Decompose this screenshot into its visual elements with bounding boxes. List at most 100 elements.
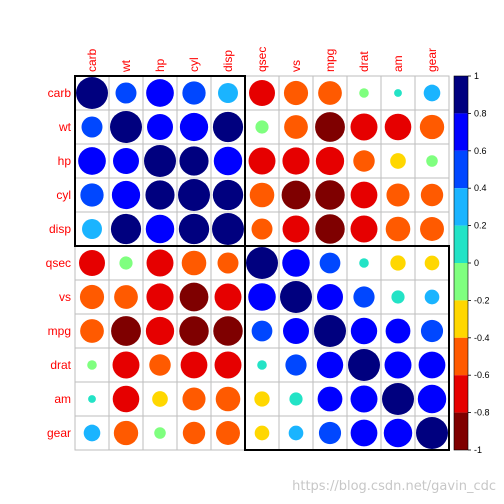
corr-circle-carb-qsec (249, 80, 275, 106)
corr-circle-disp-mpg (315, 214, 345, 244)
col-label-vs: vs (289, 60, 303, 72)
colorbar-tick-label: 0.4 (474, 183, 487, 193)
watermark-text: https://blog.csdn.net/gavin_cdc (292, 479, 496, 494)
circle-layer (76, 77, 448, 449)
col-label-wt: wt (119, 59, 133, 73)
corr-circle-carb-cyl (182, 81, 206, 105)
row-label-drat: drat (50, 358, 71, 372)
corr-circle-hp-mpg (315, 146, 345, 176)
corr-circle-hp-hp (144, 145, 176, 177)
corr-circle-qsec-vs (282, 249, 310, 277)
corr-circle-mpg-am (385, 318, 411, 344)
col-label-carb: carb (85, 48, 99, 72)
corr-circle-carb-carb (76, 77, 108, 109)
corr-circle-mpg-qsec (251, 320, 273, 342)
corr-circle-disp-hp (145, 214, 175, 244)
corr-circle-wt-qsec (255, 120, 269, 134)
corr-circle-hp-disp (213, 146, 243, 176)
corr-circle-vs-carb (79, 284, 105, 310)
grid-cell (414, 279, 450, 315)
corr-circle-mpg-carb (80, 319, 104, 343)
corr-circle-gear-wt (113, 420, 139, 446)
colorbar-tick-label: 0.8 (474, 108, 487, 118)
corr-circle-mpg-gear (420, 319, 444, 343)
corr-circle-qsec-hp (146, 249, 174, 277)
corr-circle-carb-am (394, 89, 402, 97)
corr-circle-vs-am (391, 290, 405, 304)
corr-circle-disp-drat (350, 215, 378, 243)
colorbar-segment (454, 150, 468, 189)
corr-circle-am-mpg (317, 386, 343, 412)
row-label-am: am (54, 392, 71, 406)
corr-circle-carb-drat (359, 88, 369, 98)
corr-circle-gear-vs (288, 425, 304, 441)
corr-circle-wt-carb (81, 116, 103, 138)
corr-circle-gear-mpg (318, 421, 342, 445)
corr-circle-am-hp (152, 391, 168, 407)
corr-circle-carb-wt (115, 82, 137, 104)
corr-circle-hp-drat (353, 150, 375, 172)
corr-circle-drat-drat (348, 349, 380, 381)
row-label-disp: disp (49, 222, 71, 236)
corr-circle-drat-vs (285, 354, 307, 376)
corr-circle-disp-am (385, 216, 411, 242)
corr-circle-cyl-qsec (249, 182, 275, 208)
corr-circle-wt-drat (350, 113, 378, 141)
corr-circle-qsec-am (390, 255, 406, 271)
corr-circle-qsec-disp (217, 252, 239, 274)
corr-circle-drat-am (384, 351, 412, 379)
corr-circle-wt-mpg (315, 112, 345, 142)
corr-circle-vs-gear (424, 289, 440, 305)
row-label-hp: hp (58, 154, 72, 168)
corr-circle-mpg-vs (283, 318, 309, 344)
col-label-disp: disp (221, 50, 235, 72)
corr-circle-drat-gear (418, 351, 446, 379)
corr-circle-wt-wt (110, 111, 142, 143)
corr-circle-carb-gear (423, 84, 441, 102)
colorbar-segment (454, 337, 468, 376)
corr-circle-drat-carb (87, 360, 97, 370)
corr-circle-drat-mpg (316, 351, 344, 379)
row-label-wt: wt (58, 120, 72, 134)
colorbar-layer: 1 0.8 0.6 0.4 0.2 0 -0.2 -0.4 -0.6 -0.8 -1 (453, 71, 490, 455)
corr-circle-cyl-mpg (315, 180, 345, 210)
corr-circle-wt-am (384, 113, 412, 141)
corr-circle-wt-hp (147, 114, 173, 140)
corr-circle-gear-carb (83, 424, 101, 442)
corr-circle-cyl-hp (145, 180, 175, 210)
corr-circle-qsec-wt (119, 256, 133, 270)
corr-circle-gear-qsec (254, 425, 270, 441)
corr-circle-wt-disp (212, 111, 244, 143)
corr-circle-am-drat (350, 385, 378, 413)
corr-circle-cyl-disp (212, 179, 244, 211)
row-label-vs: vs (59, 290, 71, 304)
corr-circle-disp-vs (282, 215, 310, 243)
corr-circle-am-vs (289, 392, 303, 406)
corr-circle-mpg-disp (213, 316, 243, 346)
corr-circle-mpg-cyl (179, 316, 209, 346)
corr-circle-carb-hp (146, 79, 174, 107)
colorbar-tick-label: 0.2 (474, 221, 487, 231)
colorbar-segment (454, 300, 468, 338)
colorbar-segment (454, 76, 468, 114)
colorbar-tick-label: 0 (474, 258, 479, 268)
corr-circle-cyl-gear (420, 183, 444, 207)
corr-circle-wt-vs (284, 115, 308, 139)
corr-circle-carb-mpg (318, 81, 342, 105)
corr-circle-vs-wt (114, 285, 138, 309)
corr-circle-qsec-qsec (246, 247, 278, 279)
corr-circle-drat-hp (149, 354, 171, 376)
corr-circle-drat-cyl (180, 351, 208, 379)
corr-circle-disp-wt (110, 213, 142, 245)
corr-circle-cyl-carb (80, 183, 104, 207)
colorbar-tick-label: -0.4 (474, 333, 490, 343)
corr-circle-drat-qsec (257, 360, 267, 370)
colorbar-segment (454, 225, 468, 263)
row-label-gear: gear (47, 426, 71, 440)
corr-circle-cyl-cyl (178, 179, 210, 211)
colorbar-segment (454, 113, 468, 151)
corr-circle-hp-gear (426, 155, 438, 167)
corr-circle-disp-carb (82, 219, 102, 239)
corr-circle-gear-drat (350, 419, 378, 447)
corr-circle-mpg-mpg (314, 315, 346, 347)
